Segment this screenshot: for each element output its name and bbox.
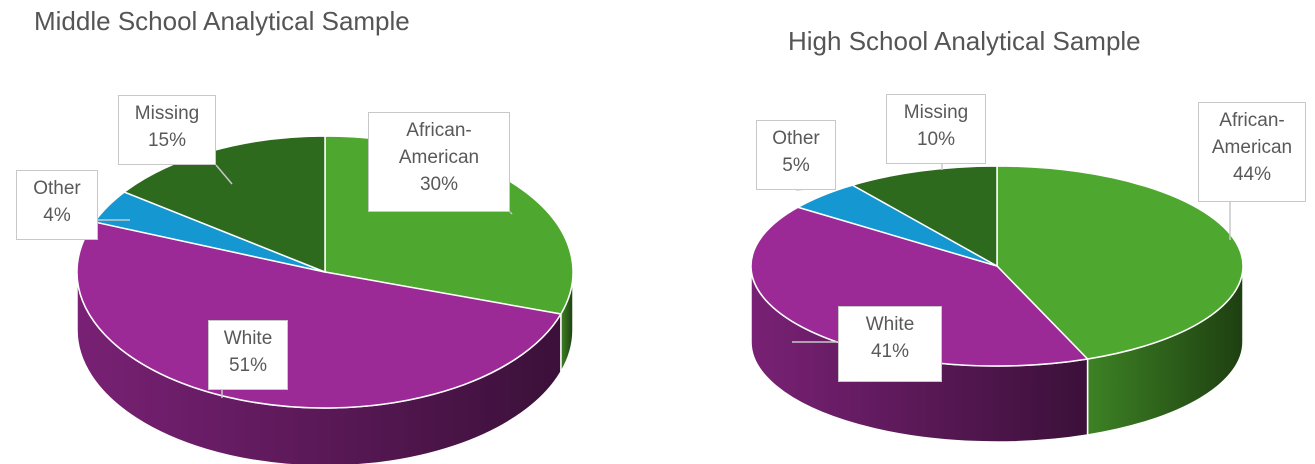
- leader-line-missing: [215, 164, 233, 185]
- middle-school-pie-chart: Middle School Analytical Sample African-…: [0, 0, 640, 464]
- data-label-category: American: [398, 147, 480, 168]
- pie-slice-african-american: [996, 165, 1244, 360]
- chart-title: High School Analytical Sample: [788, 26, 1141, 56]
- chart-title: Middle School Analytical Sample: [34, 6, 410, 36]
- data-label-african-american: African- American 44%: [1198, 102, 1306, 202]
- data-label-white: White 51%: [208, 320, 288, 390]
- pie-slice-white: [750, 206, 1089, 367]
- data-label-category: African-: [406, 120, 472, 141]
- data-label-value: 10%: [916, 129, 956, 150]
- leader-line-african-american: [509, 211, 513, 215]
- data-label-category: American: [1211, 137, 1293, 158]
- data-label-category: Other: [33, 178, 81, 199]
- high-school-pie-chart: High School Analytical Sample African- Am…: [660, 0, 1315, 464]
- data-label-category: White: [865, 314, 915, 335]
- data-label-other: Other 5%: [756, 120, 836, 190]
- pie-slice-white: [76, 221, 562, 409]
- data-label-african-american: African- American 30%: [368, 112, 510, 212]
- pie-canvas: [76, 135, 574, 464]
- data-label-value: 4%: [43, 205, 71, 226]
- data-label-other: Other 4%: [16, 170, 98, 240]
- pie-slice-missing: [851, 165, 998, 267]
- data-label-missing: Missing 10%: [886, 94, 986, 164]
- data-label-value: 15%: [147, 130, 187, 151]
- data-label-category: Other: [772, 128, 820, 149]
- data-label-missing: Missing 15%: [118, 95, 216, 165]
- data-label-value: 5%: [782, 155, 810, 176]
- data-label-white: White 41%: [838, 306, 942, 382]
- data-label-category: African-: [1219, 110, 1285, 131]
- data-label-category: White: [223, 328, 273, 349]
- data-label-value: 44%: [1232, 164, 1272, 185]
- data-label-category: Missing: [134, 103, 200, 124]
- data-label-value: 30%: [419, 174, 459, 195]
- data-label-value: 41%: [870, 341, 910, 362]
- data-label-value: 51%: [228, 355, 268, 376]
- data-label-category: Missing: [903, 102, 969, 123]
- pie-canvas: [750, 164, 1244, 443]
